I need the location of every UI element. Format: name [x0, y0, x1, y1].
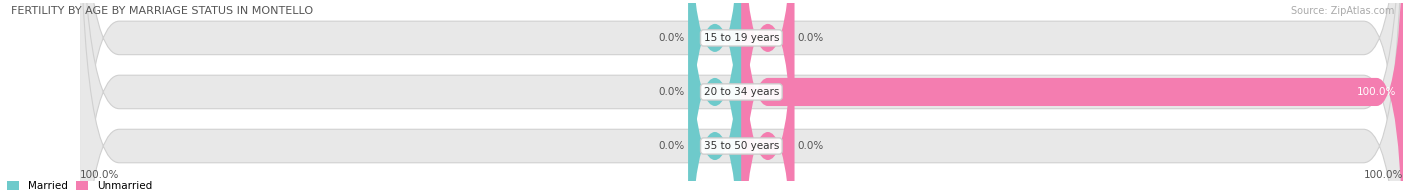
Text: 0.0%: 0.0%	[659, 87, 685, 97]
Text: 15 to 19 years: 15 to 19 years	[703, 33, 779, 43]
Text: 0.0%: 0.0%	[659, 33, 685, 43]
Text: 100.0%: 100.0%	[80, 170, 120, 180]
Text: 0.0%: 0.0%	[797, 141, 824, 151]
Text: 100.0%: 100.0%	[1364, 170, 1403, 180]
FancyBboxPatch shape	[80, 0, 1403, 196]
FancyBboxPatch shape	[689, 0, 741, 196]
Text: Source: ZipAtlas.com: Source: ZipAtlas.com	[1291, 6, 1395, 16]
FancyBboxPatch shape	[80, 0, 1403, 196]
FancyBboxPatch shape	[741, 0, 794, 196]
FancyBboxPatch shape	[80, 0, 1403, 196]
Text: FERTILITY BY AGE BY MARRIAGE STATUS IN MONTELLO: FERTILITY BY AGE BY MARRIAGE STATUS IN M…	[11, 6, 314, 16]
FancyBboxPatch shape	[689, 0, 741, 196]
Text: 0.0%: 0.0%	[659, 141, 685, 151]
Text: 0.0%: 0.0%	[797, 33, 824, 43]
FancyBboxPatch shape	[741, 0, 1403, 196]
Text: 100.0%: 100.0%	[1357, 87, 1396, 97]
Legend: Married, Unmarried: Married, Unmarried	[3, 177, 156, 195]
FancyBboxPatch shape	[741, 0, 794, 196]
FancyBboxPatch shape	[689, 0, 741, 196]
Text: 20 to 34 years: 20 to 34 years	[703, 87, 779, 97]
Text: 35 to 50 years: 35 to 50 years	[703, 141, 779, 151]
